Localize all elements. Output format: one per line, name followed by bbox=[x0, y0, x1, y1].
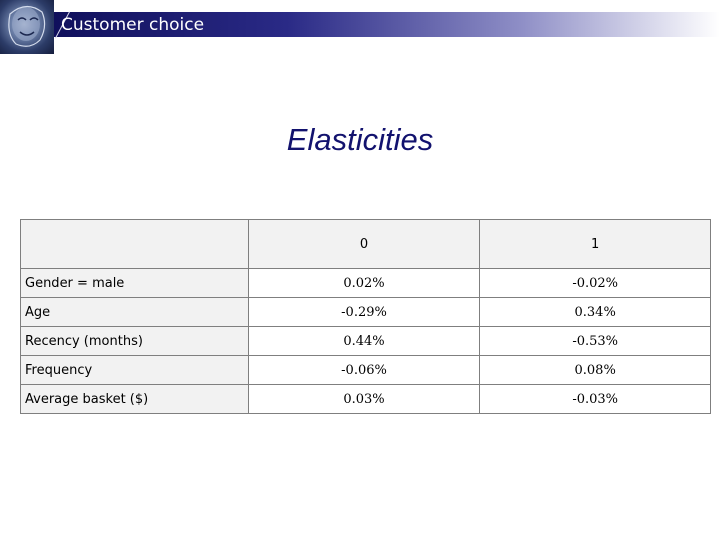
table-cell: 0.34% bbox=[479, 297, 711, 327]
table-cell: -0.06% bbox=[247, 355, 481, 385]
row-label: Age bbox=[20, 297, 249, 327]
table-cell: -0.03% bbox=[479, 384, 711, 414]
table-row: Recency (months) 0.44% -0.53% bbox=[20, 326, 711, 356]
row-label: Average basket ($) bbox=[20, 384, 249, 414]
column-header: 1 bbox=[479, 219, 711, 269]
row-label: Gender = male bbox=[20, 268, 249, 298]
table-cell: 0.02% bbox=[247, 268, 481, 298]
slide-title: Elasticities bbox=[286, 122, 434, 157]
table-cell: -0.53% bbox=[479, 326, 711, 356]
table-row: Frequency -0.06% 0.08% bbox=[20, 355, 711, 385]
table-cell: 0.44% bbox=[247, 326, 481, 356]
header-bar bbox=[54, 12, 720, 37]
table-row: Gender = male 0.02% -0.02% bbox=[20, 268, 711, 298]
table-cell: 0.08% bbox=[479, 355, 711, 385]
table-corner-cell bbox=[20, 219, 249, 269]
column-header: 0 bbox=[247, 219, 481, 269]
elasticities-table: 0 1 Gender = male 0.02% -0.02% Age -0.29… bbox=[20, 219, 711, 414]
table-cell: -0.29% bbox=[247, 297, 481, 327]
portrait-logo-icon bbox=[0, 0, 54, 54]
table-cell: -0.02% bbox=[479, 268, 711, 298]
row-label: Recency (months) bbox=[20, 326, 249, 356]
table-row: Average basket ($) 0.03% -0.03% bbox=[20, 384, 711, 414]
row-label: Frequency bbox=[20, 355, 249, 385]
table-row: Age -0.29% 0.34% bbox=[20, 297, 711, 327]
table-header-row: 0 1 bbox=[20, 219, 711, 269]
table-cell: 0.03% bbox=[247, 384, 481, 414]
header-title: Customer choice bbox=[61, 15, 205, 35]
